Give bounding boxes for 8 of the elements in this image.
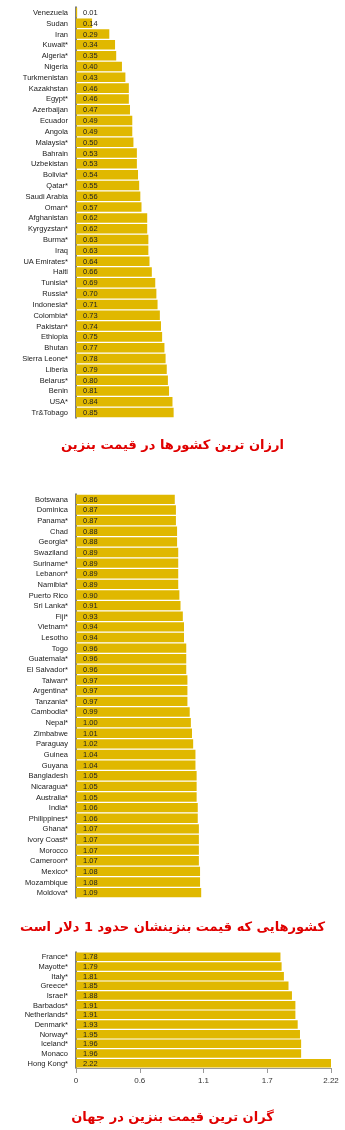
x-tick-label: 0.6 [134, 1075, 146, 1085]
text: گران ترین قیمت بنزین در جهان [71, 1109, 275, 1124]
text: کشورهایی که قیمت بنزینشان حدود 1 دلار است [20, 919, 326, 934]
x-tick-label: 0 [73, 1075, 79, 1085]
x-tick-label: 2.22 [323, 1075, 340, 1085]
text: ارزان ترین کشورها در قیمت بنزین [61, 437, 284, 452]
x-tick-label: 1.7 [261, 1075, 274, 1085]
x-tick-label: 1.1 [197, 1075, 210, 1085]
